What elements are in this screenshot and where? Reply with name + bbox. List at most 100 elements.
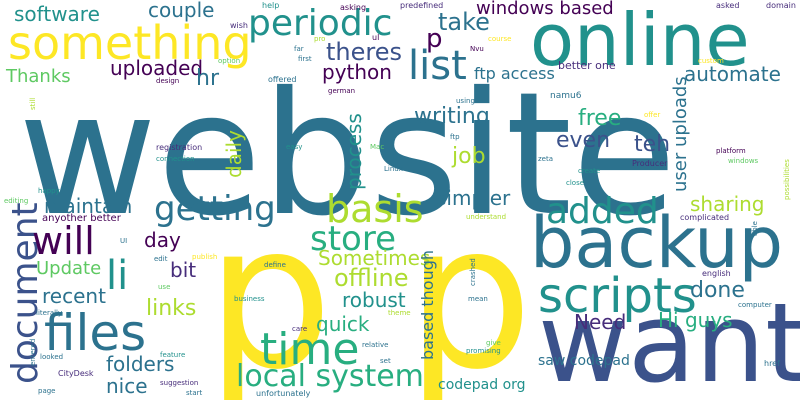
word-list: list [408,43,467,89]
word-citydesk: CityDesk [58,369,94,378]
word-maintain: maintain [44,194,133,218]
word-better-one: better one [558,59,616,72]
word-daily: daily [222,130,246,178]
word-possibilities: possibilities [783,159,791,200]
word-option: option [218,57,241,65]
word-happy: happy [38,187,60,195]
word-p: p [206,181,333,400]
word-something: something [8,16,252,70]
word-process: process [342,113,366,190]
word-robust: robust [342,288,406,312]
word-saw-codepad: saw codepad [538,353,630,369]
word-close: close [566,179,585,187]
word-periodic: periodic [248,3,393,44]
word-sometimes: Sometimes [318,246,431,270]
word-files: files [44,304,147,362]
word-want: want [538,279,800,400]
word-entered: entered [29,338,37,366]
word-literally: literally [36,309,63,317]
word-help: help [262,1,280,10]
word-update: Update [36,258,102,279]
word-href: href [764,359,780,368]
word-platform: platform [716,147,746,155]
word-folders: folders [106,352,175,376]
word-will: will [32,219,95,263]
word-offer: offer [644,111,661,119]
word-page: page [38,387,56,395]
word-theres: theres [326,38,402,66]
word-writing: writing [414,104,490,129]
word-need: Need [574,310,627,334]
word-producer: Producer [632,159,668,168]
word-create: create [578,167,601,175]
word-nice: nice [106,374,148,398]
word-asked: asked [716,1,740,10]
word-design: design [156,77,180,85]
word-local-system: local system [236,359,424,394]
word-links: links [146,296,197,321]
word-li: li [106,253,129,299]
word-bit: bit [170,258,197,282]
word-free: free [578,106,622,131]
word-automate: automate [684,62,781,86]
word-couple: couple [148,0,215,22]
word-custom: custom [698,57,724,65]
word-relative: relative [362,341,389,349]
word-done: done [690,278,745,303]
word-simpler: simpler [436,186,511,210]
word-give: give [486,339,501,347]
word-python: python [322,60,392,84]
word-far: far [294,45,304,53]
word-asking: asking [340,3,367,12]
word-scripts: scripts [538,268,697,324]
word-backup: backup [530,202,783,284]
word-english: english [702,269,731,278]
word-zeta: zeta [538,155,554,163]
word-domain: domain [766,1,796,10]
word-define: define [264,261,286,269]
word-complicated: complicated [680,213,730,222]
word-anyother-better: anyother better [42,213,121,224]
word-edit: edit [154,255,168,263]
word-offline: offline [334,264,409,292]
word-linux: Linux [384,165,403,173]
word-crashed: crashed [469,258,477,286]
word-basis: basis [326,187,424,231]
word-windows-based: windows based [476,0,614,19]
word-able: able [751,221,759,236]
word-sharing: sharing [690,192,765,216]
word-feature: feature [160,351,186,359]
word-pro: pro [314,35,326,43]
word-course: course [488,35,512,43]
word-ul: ul [372,33,380,42]
word-ui: UI [120,237,128,245]
word-uploaded: uploaded [110,56,204,80]
word-online: online [530,0,750,82]
word-take: take [438,8,490,36]
word-theme: theme [388,309,411,317]
word-unfortunately: unfortunately [256,389,311,398]
word-german: german [328,87,356,95]
word-quick: quick [316,312,370,336]
word-thanks: Thanks [6,66,71,87]
word-getting: getting [154,189,276,229]
word-job: job [452,144,486,169]
word-teh: teh [634,132,671,157]
word-suggestion: suggestion [160,379,199,387]
word-promising: promising [466,347,501,355]
word-still: still [29,97,37,110]
word-connection: connection [156,155,195,163]
word-based-though: based though [418,249,437,360]
word-start: start [186,389,203,397]
word-namu6: namu6 [550,91,582,101]
word-software: software [14,2,100,26]
word-wish: wish [230,21,249,30]
word-p: p [406,181,533,400]
word-using: using [456,97,475,105]
word-mean: mean [468,295,488,303]
word-added: added [546,191,659,232]
word-publish: publish [192,253,218,261]
word-use: use [158,283,171,291]
word-business: business [234,295,265,303]
